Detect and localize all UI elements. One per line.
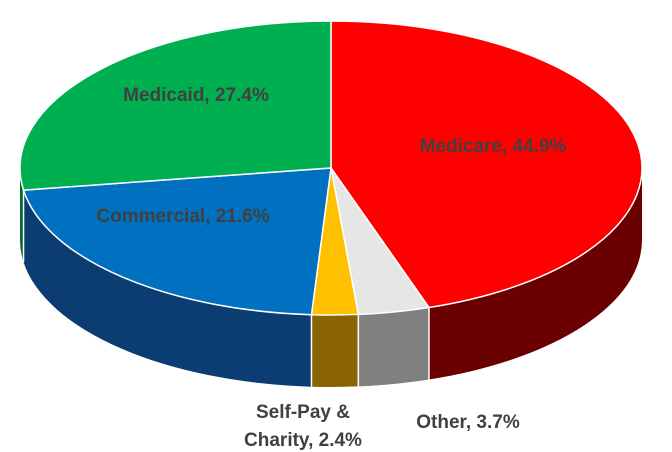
pie-side-other [358,307,429,387]
pie-side-medicaid [20,168,24,263]
pie-side-commercial [23,190,312,387]
pie-slice-medicare [330,20,643,309]
data-label-commercial: Commercial, 21.6% [96,206,269,227]
data-label-self-pay-charity: Self-Pay & [256,402,350,423]
pie-side-medicare [428,168,642,380]
pie-tops [19,20,643,316]
pie-sides [20,168,642,387]
pie-labels: Medicare, 44.9% Other, 3.7% Self-Pay & Char… [96,85,566,451]
data-label-other: Other, 3.7% [416,412,520,433]
pie-slice-commercial [22,167,332,316]
data-label-medicare: Medicare, 44.9% [420,136,567,157]
pie-slice-medicaid [19,20,332,191]
pie-side-self-pay-charity [311,314,359,387]
data-label-self-pay-charity-line2: Charity, 2.4% [244,430,362,451]
data-label-medicaid: Medicaid, 27.4% [123,85,269,106]
